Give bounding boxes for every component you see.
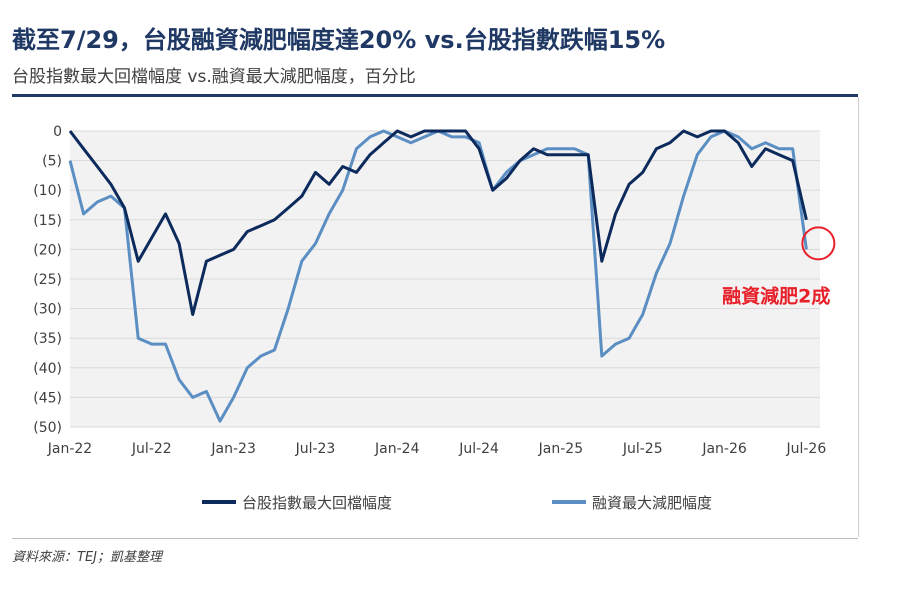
legend-label: 融資最大減肥幅度 — [592, 494, 712, 512]
chart-area: 0 (5) (10) (15) (20) (25) (30) (35) (40) (45) (50)… — [12, 97, 859, 537]
y-tick-label: (20) — [33, 242, 62, 258]
x-tick-label: Jul-24 — [458, 441, 499, 457]
x-tick-label: Jan-25 — [538, 441, 583, 457]
y-axis-tick-labels: 0 (5) (10) (15) (20) (25) (30) (35) (40) (45) (50) — [33, 124, 62, 436]
x-tick-label: Jul-23 — [295, 441, 336, 457]
x-tick-label: Jan-24 — [374, 441, 420, 457]
x-tick-label: Jan-23 — [210, 441, 255, 457]
annotation-label: 融資減肥2成 — [722, 284, 830, 307]
series-lines — [68, 129, 808, 423]
x-axis-tick-labels: Jan-22 Jul-22 Jan-23 Jul-23 Jan-24 Jul-24 Jan-… — [47, 441, 827, 457]
chart-title: 截至7/29，台股融資減肥幅度達20% vs.台股指數跌幅15% — [12, 26, 666, 54]
title-divider — [12, 94, 858, 97]
x-tick-label: Jul-26 — [785, 441, 826, 457]
x-tick-label: Jan-22 — [47, 441, 92, 457]
legend-label: 台股指數最大回檔幅度 — [242, 494, 392, 512]
y-tick-label: (5) — [42, 154, 62, 170]
y-tick-label: (10) — [33, 183, 62, 199]
source-note: 資料來源：TEJ；凱基整理 — [12, 550, 162, 565]
y-tick-label: (25) — [33, 272, 62, 288]
y-tick-label: (40) — [33, 361, 62, 377]
y-tick-label: (50) — [33, 420, 62, 436]
annotation-circle — [801, 226, 836, 261]
x-tick-label: Jan-26 — [701, 441, 747, 457]
line-chart: 0 (5) (10) (15) (20) (25) (30) (35) (40) (45) (50)… — [33, 124, 836, 512]
y-tick-label: (30) — [33, 302, 62, 318]
series-line — [68, 129, 808, 316]
chart-subtitle: 台股指數最大回檔幅度 vs.融資最大減肥幅度，百分比 — [12, 67, 416, 87]
y-tick-label: 0 — [53, 124, 62, 140]
y-tick-label: (15) — [33, 213, 62, 229]
x-tick-label: Jul-22 — [131, 441, 172, 457]
footer-divider — [12, 538, 858, 539]
x-tick-label: Jul-25 — [622, 441, 663, 457]
legend: 台股指數最大回檔幅度 融資最大減肥幅度 — [202, 494, 712, 512]
y-tick-label: (35) — [33, 331, 62, 347]
y-tick-label: (45) — [33, 390, 62, 406]
annotation: 融資減肥2成 — [722, 226, 836, 307]
